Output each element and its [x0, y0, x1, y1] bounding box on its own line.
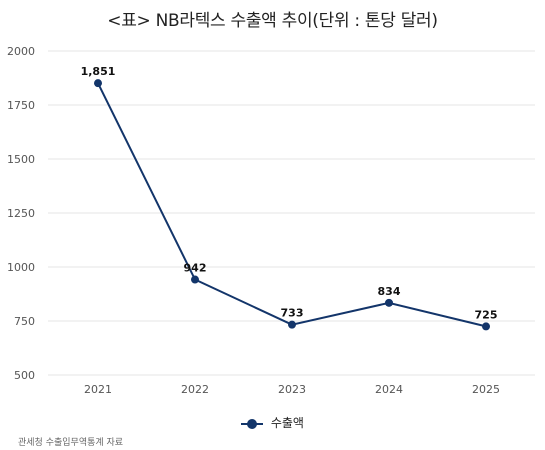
x-tick-label: 2021 — [84, 383, 112, 396]
y-tick-label: 2000 — [7, 45, 35, 58]
data-point — [482, 322, 490, 331]
x-tick-label: 2023 — [278, 383, 306, 396]
data-labels: 1,851 942 733 834 725 — [81, 65, 498, 321]
x-tick-label: 2025 — [472, 383, 500, 396]
data-point — [385, 298, 393, 307]
chart-title: <표> NB라텍스 수출액 추이(단위 : 톤당 달러) — [107, 11, 438, 31]
data-label: 733 — [281, 307, 304, 320]
x-tick-label: 2022 — [181, 383, 209, 396]
data-label: 725 — [475, 308, 498, 321]
y-tick-label: 1250 — [7, 207, 35, 220]
legend: 수출액 — [0, 414, 545, 431]
data-label: 1,851 — [81, 65, 116, 78]
y-tick-label: 750 — [14, 315, 35, 328]
y-axis: 500 750 1000 1250 1500 1750 2000 — [7, 45, 35, 382]
data-point — [191, 275, 199, 284]
data-point — [288, 320, 296, 329]
series-line — [97, 82, 487, 328]
series-export-value — [94, 79, 490, 331]
y-tick-label: 1500 — [7, 153, 35, 166]
y-tick-label: 1000 — [7, 261, 35, 274]
y-tick-label: 500 — [14, 369, 35, 382]
y-tick-label: 1750 — [7, 99, 35, 112]
legend-label: 수출액 — [270, 416, 304, 430]
x-axis: 2021 2022 2023 2024 2025 — [84, 383, 500, 396]
source-note: 관세청 수출입무역통계 자료 — [18, 438, 124, 448]
x-tick-label: 2024 — [375, 383, 403, 396]
data-label: 834 — [378, 285, 401, 298]
data-label: 942 — [184, 262, 207, 275]
legend-marker-icon — [241, 418, 264, 429]
data-point — [94, 79, 102, 88]
